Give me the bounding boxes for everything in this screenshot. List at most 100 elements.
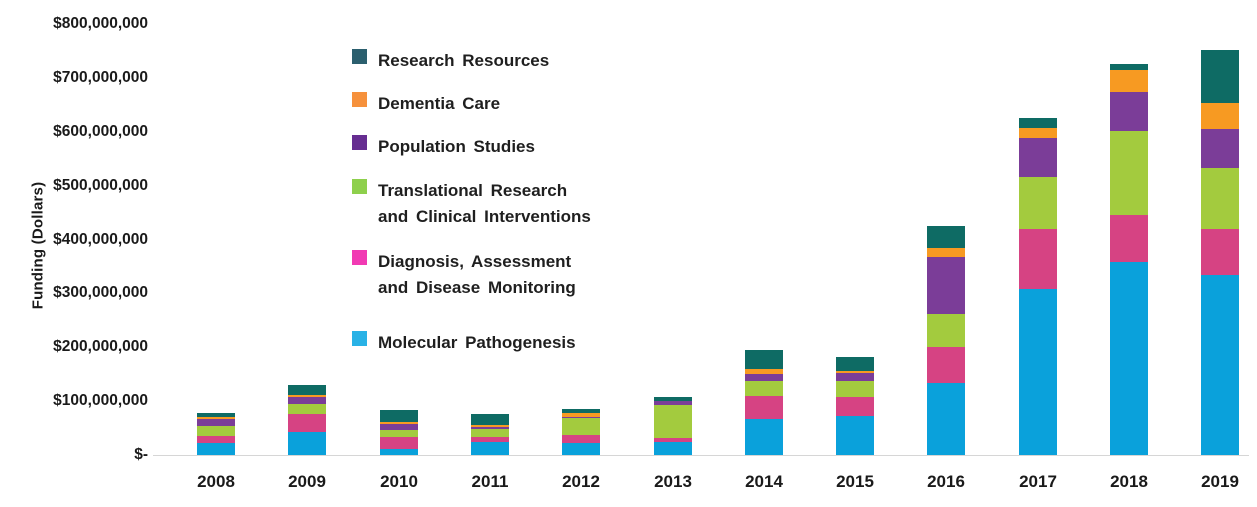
bar-segment-2016-dementia-care [927,247,965,258]
bar-segment-2008-research-resources [197,412,235,418]
bar-segment-2011-molecular-pathogenesis [471,442,509,455]
bar-segment-2015-translational-research-and-clinical-interventions [836,380,874,397]
bar-segment-2009-population-studies [288,397,326,405]
bar-segment-2016-diagnosis-assessment-and-disease-monitoring [927,346,965,384]
bar-segment-2019-diagnosis-assessment-and-disease-monitoring [1201,229,1239,276]
y-tick-label: $100,000,000 [53,392,148,410]
bar-segment-2010-molecular-pathogenesis [380,448,418,455]
legend-swatch-icon [352,179,367,194]
bar-segment-2014-population-studies [745,373,783,382]
legend-swatch-icon [352,92,367,107]
y-tick-label: $500,000,000 [53,176,148,194]
bar-segment-2017-translational-research-and-clinical-interventions [1019,177,1057,230]
bar-segment-2008-translational-research-and-clinical-interventions [197,426,235,437]
bar-segment-2011-research-resources [471,413,509,425]
bar-segment-2009-diagnosis-assessment-and-disease-monitoring [288,414,326,433]
bar-segment-2013-population-studies [654,400,692,406]
x-tick-label-2015: 2015 [836,472,874,491]
bar-segment-2011-translational-research-and-clinical-interventions [471,428,509,437]
bar-segment-2013-translational-research-and-clinical-interventions [654,405,692,438]
bar-segment-2013-molecular-pathogenesis [654,442,692,455]
bar-segment-2015-population-studies [836,372,874,381]
legend-swatch-icon [352,250,367,265]
bar-segment-2017-research-resources [1019,118,1057,128]
bar-segment-2015-research-resources [836,357,874,371]
bar-segment-2009-translational-research-and-clinical-interventions [288,404,326,415]
legend-item-translational-research-and-clinical-interventions: Translational Research and Clinical Inter… [352,178,591,230]
bar-segment-2018-research-resources [1110,63,1148,71]
x-tick-label-2018: 2018 [1110,472,1148,491]
x-tick-label-2019: 2019 [1201,472,1239,491]
bar-segment-2017-dementia-care [1019,127,1057,138]
bar-segment-2018-population-studies [1110,91,1148,131]
bar-segment-2018-molecular-pathogenesis [1110,261,1148,455]
legend-swatch-icon [352,135,367,150]
bar-segment-2013-research-resources [654,396,692,401]
bar-segment-2017-population-studies [1019,137,1057,177]
y-tick-label: $700,000,000 [53,68,148,86]
legend-label: Population Studies [378,137,535,156]
bar-segment-2009-research-resources [288,384,326,395]
legend-item-dementia-care: Dementia Care [352,91,500,117]
bar-segment-2019-dementia-care [1201,102,1239,130]
x-tick-label-2010: 2010 [380,472,418,491]
x-tick-label-2013: 2013 [654,472,692,491]
bar-segment-2014-molecular-pathogenesis [745,418,783,455]
bar-segment-2014-translational-research-and-clinical-interventions [745,381,783,396]
legend-label: Research Resources [378,51,550,70]
bar-segment-2013-diagnosis-assessment-and-disease-monitoring [654,437,692,443]
bar-segment-2011-diagnosis-assessment-and-disease-monitoring [471,436,509,443]
bar-segment-2015-molecular-pathogenesis [836,415,874,455]
x-tick-label-2012: 2012 [562,472,600,491]
bar-segment-2008-diagnosis-assessment-and-disease-monitoring [197,436,235,444]
bar-segment-2010-diagnosis-assessment-and-disease-monitoring [380,436,418,449]
legend-item-diagnosis-assessment-and-disease-monitoring: Diagnosis, Assessment and Disease Monitor… [352,249,576,301]
bar-segment-2019-research-resources [1201,50,1239,103]
bar-segment-2019-translational-research-and-clinical-interventions [1201,168,1239,230]
bar-segment-2017-molecular-pathogenesis [1019,289,1057,455]
bar-segment-2018-translational-research-and-clinical-interventions [1110,130,1148,215]
legend-item-research-resources: Research Resources [352,48,549,74]
legend-swatch-icon [352,331,367,346]
bar-segment-2016-molecular-pathogenesis [927,383,965,455]
bar-segment-2011-dementia-care [471,424,509,427]
bar-segment-2017-diagnosis-assessment-and-disease-monitoring [1019,229,1057,290]
x-tick-label-2016: 2016 [927,472,965,491]
bar-segment-2008-molecular-pathogenesis [197,443,235,455]
bar-segment-2019-population-studies [1201,129,1239,169]
bar-segment-2016-research-resources [927,226,965,248]
legend-label: Translational Research and Clinical Inter… [378,181,591,226]
bar-segment-2015-diagnosis-assessment-and-disease-monitoring [836,396,874,416]
y-tick-label: $300,000,000 [53,284,148,302]
bar-segment-2011-population-studies [471,426,509,429]
y-tick-label: $800,000,000 [53,15,148,32]
bar-segment-2018-dementia-care [1110,70,1148,92]
bar-segment-2009-dementia-care [288,394,326,398]
bar-segment-2019-molecular-pathogenesis [1201,275,1239,455]
x-tick-label-2008: 2008 [197,472,235,491]
y-tick-label: $200,000,000 [53,338,148,356]
legend-label: Molecular Pathogenesis [378,333,576,352]
legend-item-population-studies: Population Studies [352,134,535,160]
x-tick-label-2009: 2009 [288,472,326,491]
bar-segment-2008-population-studies [197,418,235,427]
bar-segment-2008-dementia-care [197,417,235,419]
legend-label: Diagnosis, Assessment and Disease Monitor… [378,252,576,297]
bar-segment-2012-dementia-care [562,412,600,417]
bar-segment-2010-population-studies [380,423,418,430]
bar-segment-2010-translational-research-and-clinical-interventions [380,429,418,437]
bar-segment-2012-translational-research-and-clinical-interventions [562,417,600,435]
x-axis-line [153,455,1249,456]
x-tick-label-2014: 2014 [745,472,783,491]
legend-label: Dementia Care [378,94,501,113]
bar-segment-2018-diagnosis-assessment-and-disease-monitoring [1110,214,1148,262]
legend-item-molecular-pathogenesis: Molecular Pathogenesis [352,330,576,356]
bar-segment-2009-molecular-pathogenesis [288,432,326,455]
bar-segment-2010-dementia-care [380,422,418,424]
bar-segment-2016-translational-research-and-clinical-interventions [927,314,965,347]
bar-segment-2012-research-resources [562,408,600,413]
bar-segment-2014-research-resources [745,349,783,370]
bar-segment-2012-molecular-pathogenesis [562,442,600,455]
y-tick-label: $400,000,000 [53,230,148,248]
bar-segment-2012-diagnosis-assessment-and-disease-monitoring [562,434,600,443]
